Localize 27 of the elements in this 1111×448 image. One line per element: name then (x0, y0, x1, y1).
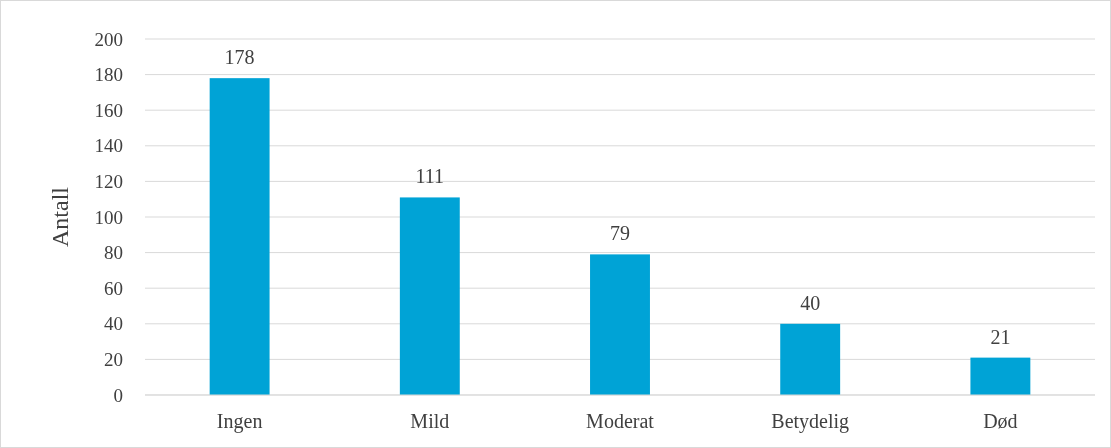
bar (970, 357, 1031, 395)
y-tick-label: 80 (104, 242, 123, 264)
data-label: 178 (224, 46, 255, 69)
y-axis-title: Antall (47, 186, 73, 247)
y-tick-label: 200 (94, 28, 123, 50)
bar (590, 254, 650, 395)
y-tick-label: 160 (94, 99, 123, 121)
x-tick-label: Død (983, 410, 1018, 432)
x-tick-label: Moderat (586, 410, 655, 432)
data-label: 111 (415, 165, 445, 188)
y-tick-label: 100 (94, 206, 123, 228)
x-tick-label: Betydelig (771, 410, 850, 433)
y-tick-label: 20 (104, 349, 123, 371)
x-tick-label: Ingen (216, 410, 263, 433)
bar (209, 78, 270, 395)
y-tick-label: 60 (104, 277, 123, 299)
y-tick-label: 140 (94, 135, 123, 157)
data-label: 21 (990, 325, 1011, 348)
x-tick-label: Mild (410, 410, 450, 432)
bar (399, 197, 460, 395)
y-tick-label: 120 (94, 171, 123, 193)
y-tick-label: 180 (94, 64, 123, 86)
data-label: 79 (610, 222, 630, 245)
y-tick-label: 0 (113, 384, 123, 406)
y-tick-label: 40 (104, 313, 123, 335)
bar (780, 323, 841, 395)
data-label: 40 (800, 291, 821, 314)
